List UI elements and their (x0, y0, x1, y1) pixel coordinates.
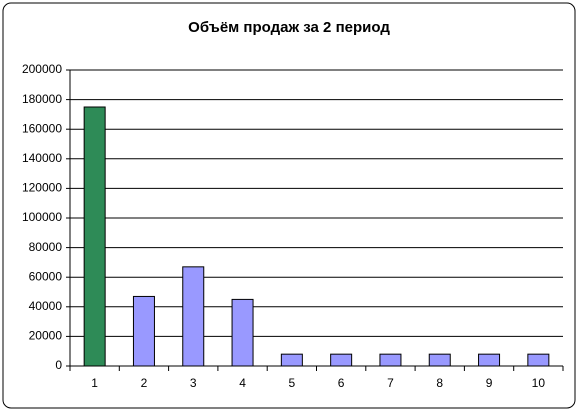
x-tick-label: 1 (91, 376, 98, 390)
y-tick-label: 20000 (29, 329, 63, 343)
x-tick-label: 6 (338, 376, 345, 390)
y-tick-label: 140000 (22, 151, 62, 165)
bar (379, 353, 402, 367)
bar (478, 353, 501, 367)
y-tick-label: 0 (55, 358, 62, 372)
x-tick-label: 2 (141, 376, 148, 390)
bar (132, 295, 155, 367)
y-tick-label: 60000 (29, 269, 63, 283)
x-tick-label: 10 (532, 376, 546, 390)
y-tick-label: 160000 (22, 121, 62, 135)
chart-title: Объём продаж за 2 период (188, 19, 390, 36)
y-tick-label: 200000 (22, 62, 62, 76)
x-tick-label: 4 (239, 376, 246, 390)
y-tick-label: 120000 (22, 181, 62, 195)
bar (83, 106, 106, 367)
bar (330, 353, 353, 367)
x-tick-label: 8 (436, 376, 443, 390)
y-tick-label: 180000 (22, 92, 62, 106)
y-tick-label: 100000 (22, 210, 62, 224)
y-tick-label: 40000 (29, 299, 63, 313)
x-tick-label: 3 (190, 376, 197, 390)
x-tick-label: 5 (289, 376, 296, 390)
y-tick-label: 80000 (29, 240, 63, 254)
bar (527, 353, 550, 367)
bar (280, 353, 303, 367)
bar (428, 353, 451, 367)
bar (182, 266, 205, 367)
x-tick-label: 7 (387, 376, 394, 390)
x-tick-label: 9 (486, 376, 493, 390)
bar (231, 298, 254, 367)
